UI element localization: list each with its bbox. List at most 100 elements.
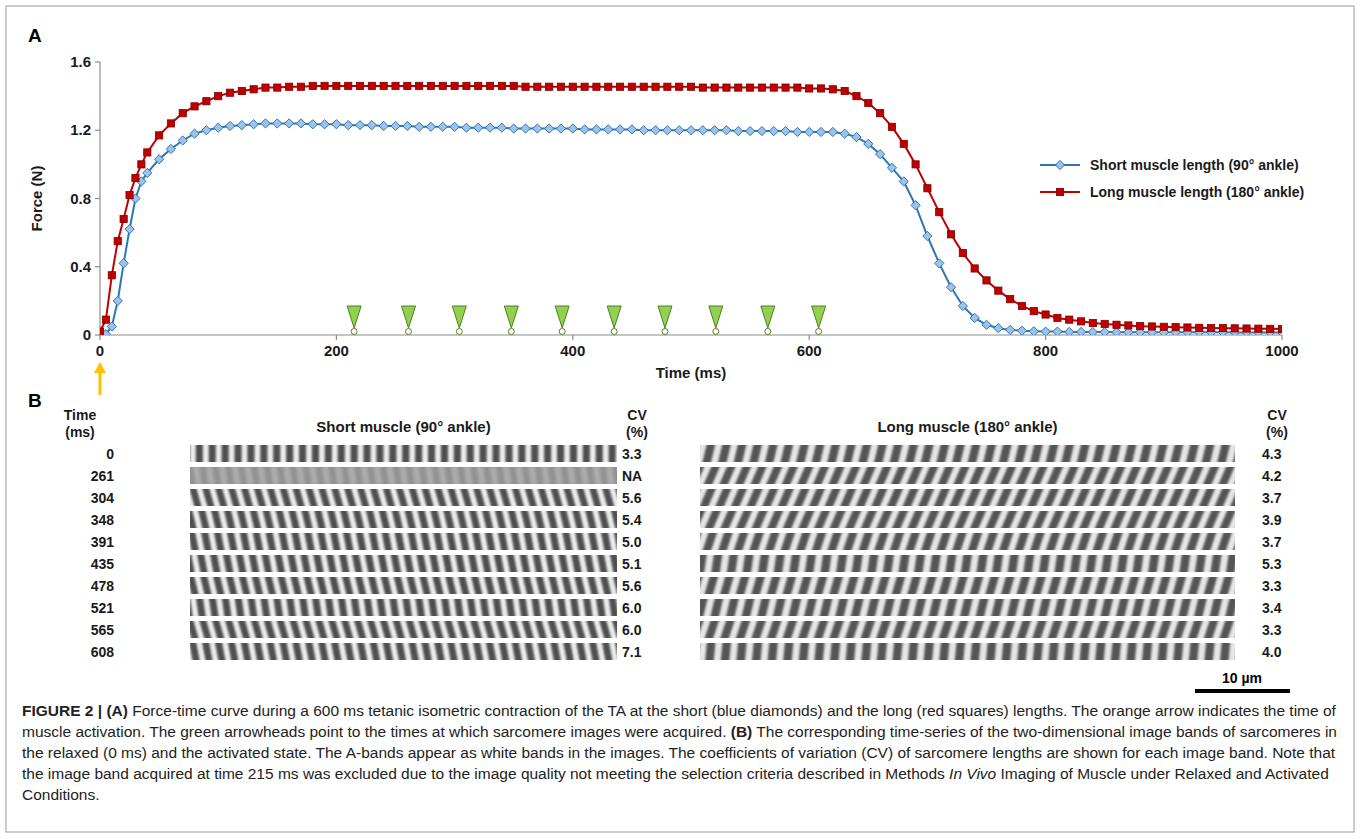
sarcomere-image bbox=[700, 555, 1235, 572]
data-point bbox=[439, 82, 446, 89]
image-time-arrowhead bbox=[607, 306, 621, 328]
data-point bbox=[451, 82, 458, 89]
a-band bbox=[347, 511, 358, 528]
a-band bbox=[1233, 599, 1235, 616]
y-tick bbox=[95, 130, 100, 131]
a-band bbox=[1038, 533, 1052, 550]
data-point bbox=[1172, 324, 1179, 331]
a-band bbox=[217, 555, 227, 572]
image-time-dot bbox=[816, 329, 822, 335]
band-stripes bbox=[190, 511, 617, 528]
a-band bbox=[1225, 445, 1235, 462]
sarcomere-image bbox=[700, 577, 1235, 594]
a-band bbox=[991, 445, 1003, 462]
a-band bbox=[1181, 511, 1197, 528]
a-band bbox=[1165, 621, 1179, 638]
a-band bbox=[552, 555, 562, 572]
a-band bbox=[993, 511, 1009, 528]
a-band bbox=[703, 599, 715, 616]
x-tick bbox=[336, 335, 337, 340]
a-band bbox=[426, 577, 437, 594]
a-band bbox=[219, 621, 231, 638]
sarcomere-image bbox=[190, 467, 617, 484]
image-time-dot bbox=[406, 329, 412, 335]
a-band bbox=[868, 467, 884, 484]
a-band bbox=[1150, 643, 1159, 660]
data-point bbox=[805, 127, 814, 136]
a-band bbox=[399, 621, 411, 638]
a-band bbox=[947, 621, 961, 638]
a-band bbox=[248, 489, 260, 506]
a-band bbox=[1207, 489, 1223, 506]
a-band bbox=[700, 489, 708, 506]
a-band bbox=[1141, 555, 1151, 572]
a-band bbox=[1212, 577, 1225, 594]
a-band bbox=[914, 467, 930, 484]
a-band bbox=[726, 533, 740, 550]
a-band bbox=[325, 489, 337, 506]
a-band bbox=[1086, 467, 1102, 484]
data-point bbox=[959, 250, 966, 257]
a-band bbox=[480, 489, 492, 506]
a-band bbox=[804, 445, 816, 462]
a-band bbox=[346, 555, 356, 572]
data-point bbox=[138, 161, 145, 168]
data-point bbox=[1007, 296, 1014, 303]
data-point bbox=[415, 122, 424, 131]
a-band bbox=[603, 445, 609, 462]
a-band bbox=[895, 489, 911, 506]
data-point bbox=[273, 119, 282, 128]
a-band bbox=[1218, 599, 1230, 616]
a-band bbox=[859, 599, 871, 616]
y-tick bbox=[95, 198, 100, 199]
row-time-label: 261 bbox=[91, 468, 115, 484]
a-band bbox=[765, 599, 777, 616]
image-time-dot bbox=[559, 329, 565, 335]
a-band bbox=[1181, 577, 1194, 594]
a-band bbox=[423, 555, 433, 572]
a-band bbox=[1008, 467, 1024, 484]
data-point bbox=[1029, 327, 1038, 335]
a-band bbox=[478, 577, 489, 594]
a-band bbox=[1103, 621, 1117, 638]
a-band bbox=[451, 467, 460, 484]
a-band bbox=[1038, 445, 1050, 462]
a-band bbox=[267, 599, 276, 616]
a-band bbox=[296, 621, 308, 638]
a-band bbox=[604, 555, 614, 572]
a-band bbox=[567, 467, 576, 484]
a-band bbox=[608, 533, 617, 550]
a-band bbox=[898, 445, 910, 462]
a-band bbox=[1212, 511, 1228, 528]
a-band bbox=[258, 467, 267, 484]
a-band bbox=[371, 599, 380, 616]
a-band bbox=[387, 467, 396, 484]
a-band bbox=[299, 643, 309, 660]
x-tick-label: 200 bbox=[324, 342, 349, 359]
a-band bbox=[358, 445, 364, 462]
data-point bbox=[806, 85, 813, 92]
a-band bbox=[333, 555, 343, 572]
a-band bbox=[1140, 599, 1152, 616]
a-band bbox=[1163, 445, 1175, 462]
data-point bbox=[308, 120, 317, 129]
a-band bbox=[364, 643, 374, 660]
a-band bbox=[947, 511, 963, 528]
column-header: CV bbox=[627, 407, 647, 423]
a-band bbox=[775, 577, 788, 594]
band-background bbox=[700, 599, 1235, 616]
data-point bbox=[947, 231, 954, 238]
data-point bbox=[1030, 308, 1037, 315]
a-band bbox=[514, 555, 524, 572]
a-band bbox=[565, 555, 575, 572]
data-point bbox=[126, 191, 133, 198]
a-band bbox=[389, 533, 399, 550]
a-band bbox=[843, 599, 855, 616]
a-band bbox=[1102, 467, 1118, 484]
a-band bbox=[700, 511, 713, 528]
a-band bbox=[1213, 643, 1222, 660]
sarcomere-image bbox=[700, 467, 1235, 484]
a-band bbox=[568, 577, 579, 594]
band-stripes bbox=[700, 445, 1235, 462]
a-band bbox=[1118, 577, 1131, 594]
